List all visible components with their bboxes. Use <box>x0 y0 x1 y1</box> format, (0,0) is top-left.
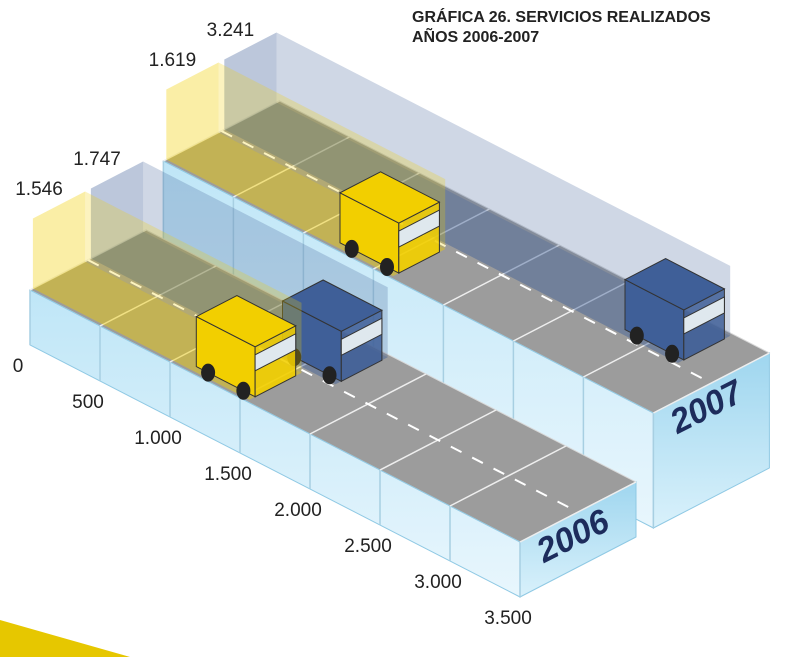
vehicle-wheel <box>665 345 679 363</box>
vehicle-wheel <box>323 366 337 384</box>
value-label: 1.619 <box>149 50 197 71</box>
vehicle-wheel <box>380 258 394 276</box>
y-tick-label: 3.000 <box>414 572 462 593</box>
vehicle-wheel <box>201 364 215 382</box>
decor-triangle <box>0 620 130 657</box>
value-label: 3.241 <box>207 20 255 41</box>
vehicle-wheel <box>236 382 250 400</box>
y-tick-label: 2.000 <box>274 500 322 521</box>
value-label: 1.747 <box>73 149 121 170</box>
y-tick-label: 3.500 <box>484 608 532 629</box>
y-tick-label: 1.500 <box>204 464 252 485</box>
y-tick-label: 2.500 <box>344 536 392 557</box>
y-tick-label: 500 <box>72 392 104 413</box>
y-tick-label: 1.000 <box>134 428 182 449</box>
chart-title: GRÁFICA 26. SERVICIOS REALIZADOS AÑOS 20… <box>412 8 742 48</box>
value-label: 1.546 <box>15 179 63 200</box>
page: 20073.2411.61920061.7471.54605001.0001.5… <box>0 0 795 657</box>
vehicle-wheel <box>630 327 644 345</box>
chart: 20073.2411.61920061.7471.54605001.0001.5… <box>0 0 795 657</box>
y-tick-label: 0 <box>13 356 24 377</box>
vehicle-wheel <box>345 240 359 258</box>
